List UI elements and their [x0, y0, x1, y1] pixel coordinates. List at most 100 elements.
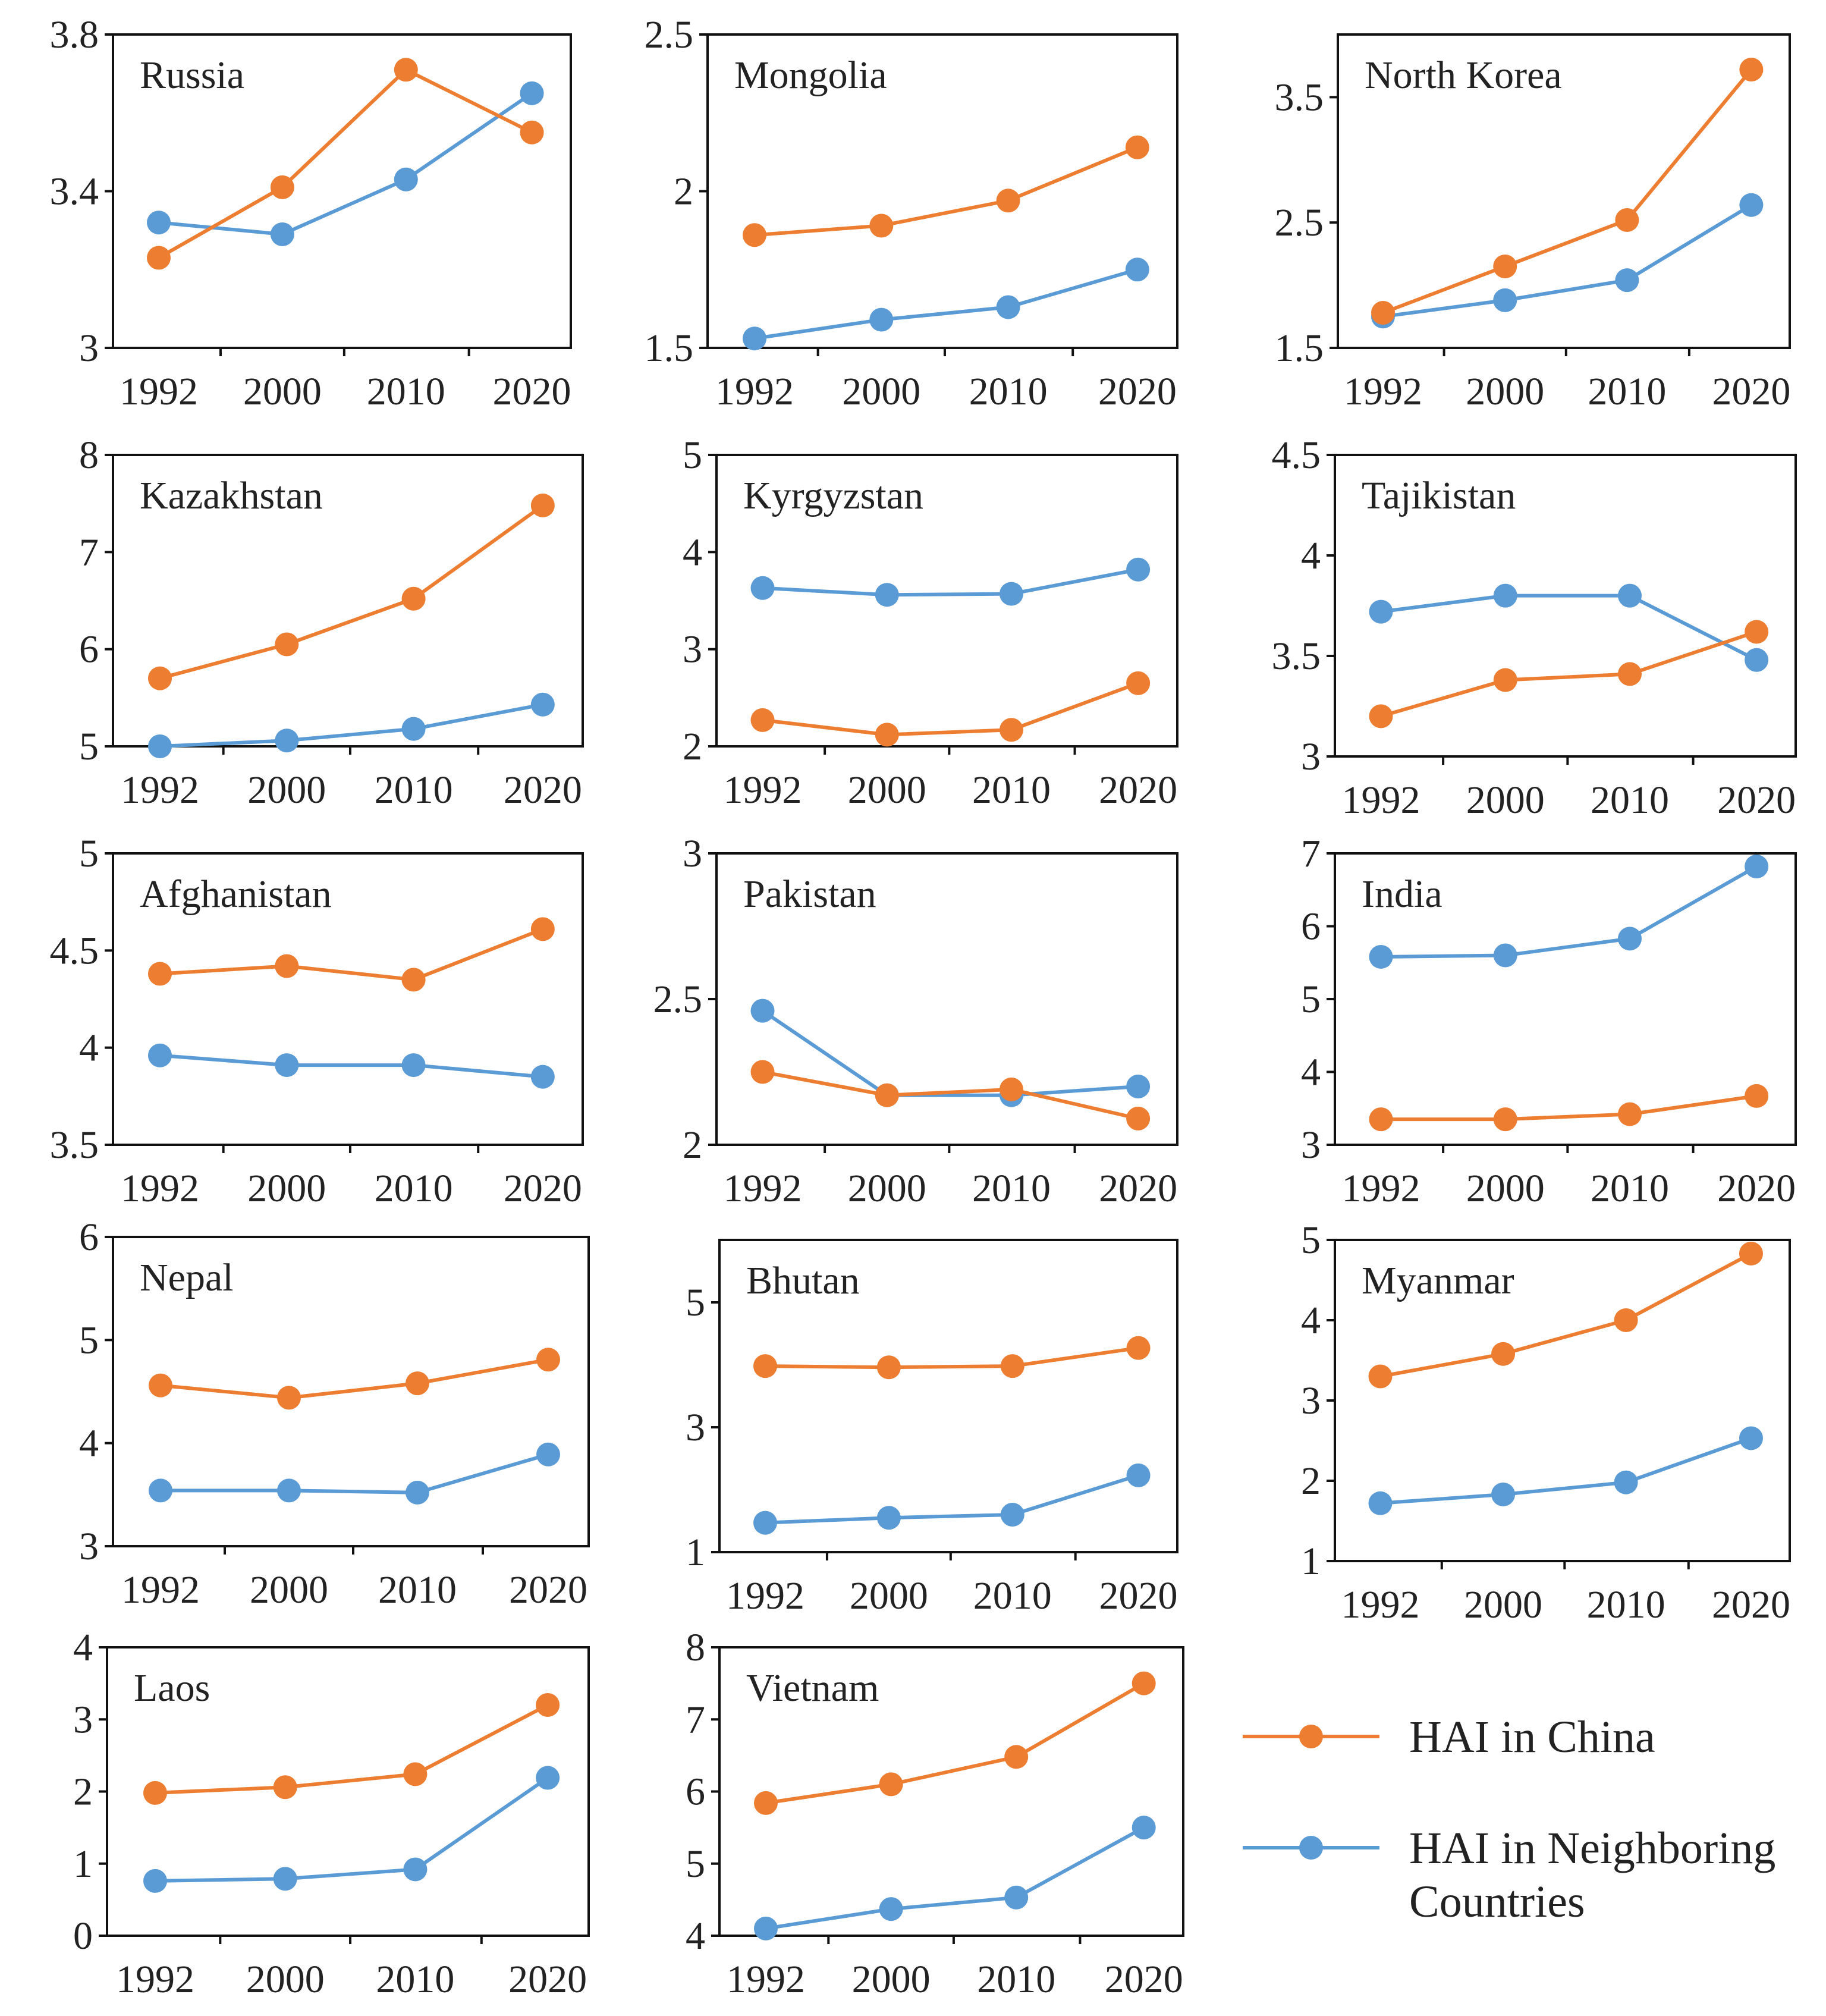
- y-tick-label: 3: [1301, 1379, 1321, 1422]
- data-point-china: [406, 1371, 429, 1396]
- data-point-neighbor: [1618, 927, 1642, 951]
- series-line-neighbor: [1381, 594, 1758, 662]
- y-tick-label: 3.5: [1275, 76, 1324, 119]
- data-point-china: [1491, 1342, 1516, 1366]
- y-tick-label: 3: [1301, 735, 1321, 778]
- data-point-china: [1371, 300, 1395, 325]
- y-tick-label: 2: [683, 1123, 702, 1167]
- panel-laos: 0 1 2 3 4 1992 2000 2010 2020 Laos: [73, 1626, 590, 2001]
- x-tick-label: 2020: [1098, 370, 1177, 413]
- data-point-neighbor: [876, 1506, 901, 1530]
- data-point-neighbor: [401, 1053, 426, 1078]
- data-point-neighbor: [1739, 1426, 1763, 1450]
- data-point-china: [530, 493, 555, 517]
- data-point-china: [1132, 1671, 1156, 1695]
- plot-frame: [718, 1239, 1178, 1553]
- data-point-china: [275, 954, 299, 978]
- series-line-neighbor: [1380, 1436, 1752, 1505]
- panel-tajikistan: 3 3.5 4 4.5 1992 2000 2010 2020 Tajikistan: [1272, 434, 1797, 822]
- plot-frame: [112, 852, 584, 1146]
- data-point-china: [1493, 1107, 1517, 1132]
- data-point-neighbor: [1125, 258, 1149, 282]
- series-line-china: [160, 1358, 549, 1400]
- x-tick-label: 2020: [509, 1568, 587, 1612]
- series-line-china: [754, 145, 1138, 237]
- data-point-neighbor: [1493, 583, 1517, 608]
- legend-marker: [1299, 1836, 1323, 1860]
- data-point-china: [273, 1775, 297, 1800]
- panel-pakistan: 2 2.5 3 1992 2000 2010 2020 Pakistan: [653, 832, 1178, 1210]
- x-tick-label: 1992: [116, 1958, 194, 2001]
- x-tick-label: 2000: [852, 1958, 931, 2001]
- x-tick-label: 2020: [1717, 1167, 1796, 1210]
- panel-title: Bhutan: [746, 1259, 860, 1302]
- data-point-neighbor: [1739, 193, 1764, 217]
- series-line-china: [158, 67, 533, 260]
- series-line-china: [155, 1703, 549, 1795]
- series-line-neighbor: [158, 92, 533, 237]
- x-tick-label: 1992: [120, 370, 198, 413]
- y-tick-label: 4: [73, 1626, 93, 1669]
- series-line-china: [1379, 1252, 1752, 1378]
- x-tick-label: 1992: [1342, 1167, 1420, 1210]
- y-tick-label: 4: [79, 1422, 99, 1465]
- y-tick-label: 2: [683, 725, 702, 768]
- data-point-china: [143, 1781, 167, 1805]
- y-tick-label: 6: [79, 628, 99, 671]
- x-tick-label: 2010: [969, 370, 1048, 413]
- x-tick-label: 2020: [1099, 1167, 1177, 1210]
- panel-north-korea: 1.5 2.5 3.5 1992 2000 2010 2020 North Korea: [1275, 33, 1791, 413]
- data-point-china: [536, 1348, 560, 1372]
- x-tick-label: 1992: [1344, 370, 1422, 413]
- series-line-china: [762, 682, 1139, 737]
- series-line-china: [159, 927, 543, 982]
- data-point-neighbor: [879, 1897, 903, 1921]
- data-point-neighbor: [750, 998, 775, 1023]
- x-tick-label: 1992: [121, 1568, 200, 1612]
- panel-title: Tajikistan: [1362, 474, 1516, 517]
- panel-india: 3 4 5 6 7 1992 2000 2010 2020 India: [1301, 832, 1797, 1210]
- x-tick-label: 2000: [250, 1568, 328, 1612]
- data-point-china: [1126, 1106, 1151, 1131]
- data-point-china: [1745, 620, 1769, 644]
- panel-title: Pakistan: [743, 872, 876, 916]
- series-line-china: [1382, 68, 1753, 315]
- panel-myanmar: 1 2 3 4 5 1992 2000 2010 2020 Myanmar: [1301, 1219, 1791, 1626]
- data-point-neighbor: [403, 1857, 428, 1882]
- data-point-china: [1368, 1364, 1393, 1389]
- x-tick-label: 1992: [121, 768, 199, 812]
- y-tick-label: 8: [686, 1626, 705, 1669]
- data-point-neighbor: [750, 576, 775, 600]
- x-tick-label: 2000: [1466, 1167, 1545, 1210]
- series-line-neighbor: [161, 1452, 549, 1494]
- series-line-neighbor: [1381, 865, 1758, 959]
- data-point-china: [1739, 58, 1764, 82]
- y-tick-label: 2: [1301, 1459, 1321, 1503]
- data-point-neighbor: [520, 81, 544, 105]
- data-point-neighbor: [1132, 1816, 1156, 1840]
- x-tick-label: 2010: [1588, 370, 1666, 413]
- y-tick-label: 1.5: [1275, 326, 1324, 370]
- panel-title: North Korea: [1365, 54, 1562, 97]
- plot-frame: [112, 1236, 590, 1547]
- panel-title: Russia: [140, 54, 244, 97]
- data-point-neighbor: [1369, 599, 1393, 624]
- panel-title: Laos: [134, 1666, 210, 1710]
- data-point-china: [536, 1693, 560, 1717]
- data-point-china: [1000, 718, 1023, 742]
- series-line-china: [159, 504, 544, 680]
- data-point-neighbor: [148, 734, 172, 758]
- data-point-china: [1000, 1354, 1024, 1378]
- panel-title: Mongolia: [734, 54, 887, 97]
- series-line-neighbor: [765, 1473, 1139, 1525]
- y-tick-label: 4: [683, 530, 702, 574]
- y-tick-label: 4.5: [1272, 434, 1321, 477]
- x-tick-label: 2010: [378, 1568, 457, 1612]
- legend-label-continued: Countries: [1409, 1877, 1585, 1927]
- x-tick-label: 2010: [1591, 778, 1669, 822]
- x-tick-label: 2010: [375, 768, 453, 812]
- data-point-neighbor: [1745, 648, 1769, 672]
- series-line-neighbor: [762, 567, 1139, 597]
- data-point-neighbor: [1491, 1482, 1516, 1506]
